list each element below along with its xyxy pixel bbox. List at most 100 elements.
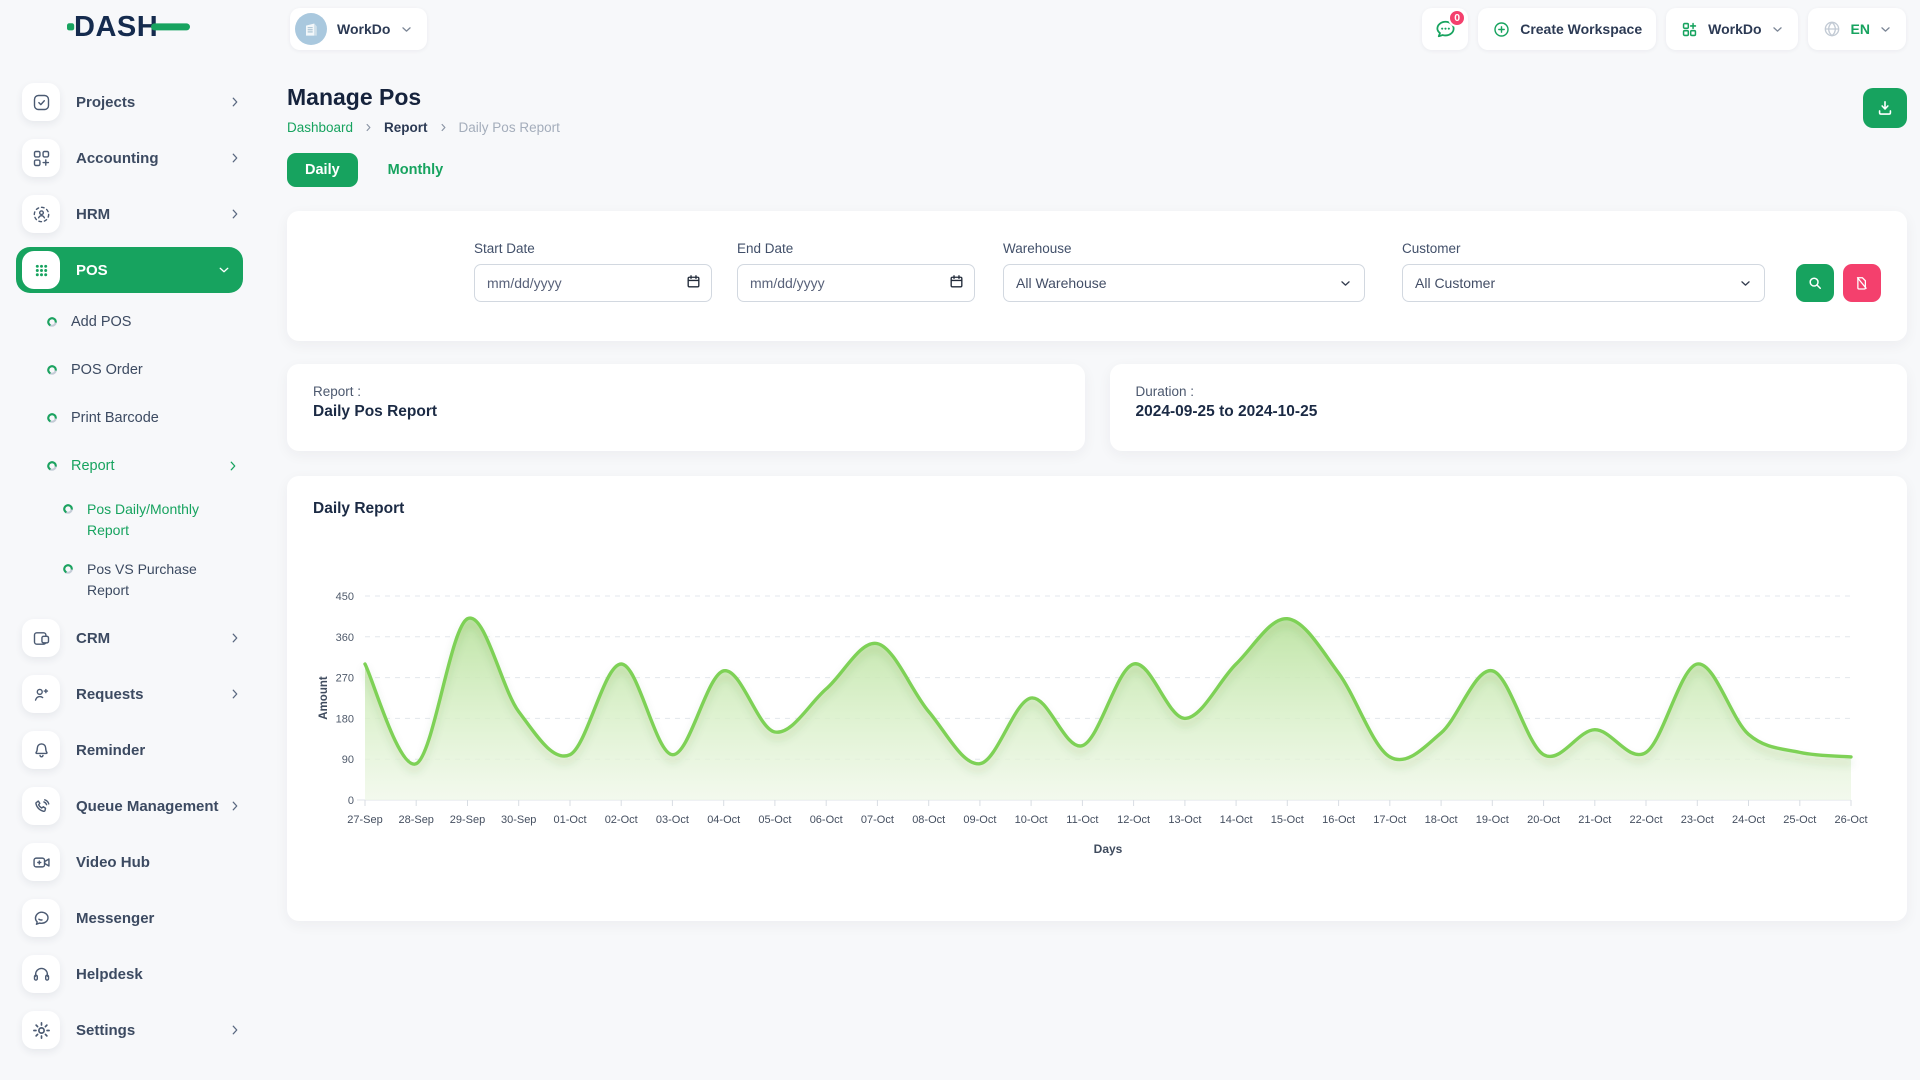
warehouse-field: Warehouse All Warehouse [1003,241,1365,341]
start-date-input[interactable] [474,264,712,302]
chevron-right-icon [228,95,242,109]
create-workspace-label: Create Workspace [1520,21,1642,37]
sidebar-subitem-pos-daily-monthly-report[interactable]: Pos Daily/Monthly Report [0,490,260,550]
person-plus-icon [22,675,60,713]
warehouse-select[interactable]: All Warehouse [1003,264,1365,302]
chevron-right-icon [228,799,242,813]
chat-bubble-icon [22,899,60,937]
sidebar-item-queue-management[interactable]: Queue Management [0,778,260,834]
sidebar-subitem-add-pos[interactable]: Add POS [0,298,260,346]
svg-text:22-Oct: 22-Oct [1629,814,1662,826]
daily-report-chart: 090180270360450 27-Sep28-Sep29-Sep30-Sep… [313,538,1881,891]
svg-text:27-Sep: 27-Sep [347,814,382,826]
warehouse-value: All Warehouse [1016,275,1107,291]
chevron-right-icon [228,631,242,645]
sidebar-subitem-pos-vs-purchase-report[interactable]: Pos VS Purchase Report [0,550,260,610]
sidebar-item-settings[interactable]: Settings [0,1002,260,1058]
workspace-avatar [295,13,327,45]
svg-text:26-Oct: 26-Oct [1834,814,1867,826]
svg-text:01-Oct: 01-Oct [553,814,586,826]
grid-plus-icon [1680,20,1699,39]
headset-icon [22,955,60,993]
sidebar-item-hrm[interactable]: HRM [0,186,260,242]
sidebar-item-crm[interactable]: CRM [0,610,260,666]
sidebar-item-label: Reminder [76,742,145,759]
modules-icon [22,139,60,177]
breadcrumb-dashboard[interactable]: Dashboard [287,120,353,135]
duration-summary-card: Duration : 2024-09-25 to 2024-10-25 [1110,364,1908,451]
svg-text:07-Oct: 07-Oct [861,814,894,826]
workdo-menu-label: WorkDo [1708,21,1761,37]
sidebar-item-video-hub[interactable]: Video Hub [0,834,260,890]
tab-monthly[interactable]: Monthly [370,153,462,187]
sidebar-item-label: Projects [76,94,135,111]
chevron-down-icon [1739,277,1752,290]
end-date-input[interactable] [737,264,975,302]
chevron-down-icon [400,23,413,36]
language-selector[interactable]: EN [1808,8,1906,50]
checkbox-icon [22,83,60,121]
sidebar-item-helpdesk[interactable]: Helpdesk [0,946,260,1002]
filter-actions [1796,264,1881,341]
y-axis-title: Amount [318,676,330,720]
sidebar-item-accounting[interactable]: Accounting [0,130,260,186]
gear-icon [22,1011,60,1049]
reset-button[interactable] [1843,264,1881,302]
dot-icon [62,563,74,575]
sidebar-item-label: Requests [76,686,144,703]
sidebar-item-label: POS [76,262,108,279]
sidebar-subitem-pos-order[interactable]: POS Order [0,346,260,394]
customer-select[interactable]: All Customer [1402,264,1765,302]
svg-text:29-Sep: 29-Sep [450,814,485,826]
svg-text:30-Sep: 30-Sep [501,814,536,826]
chevron-right-icon [228,687,242,701]
workspace-switcher[interactable]: WorkDo [290,8,427,50]
sidebar-item-pos[interactable]: POS [16,247,243,293]
breadcrumb-report[interactable]: Report [384,120,428,135]
svg-text:17-Oct: 17-Oct [1373,814,1406,826]
filter-spacer [313,241,474,341]
chevron-right-icon [363,122,374,133]
report-summary-label: Report : [313,384,1059,399]
svg-text:0: 0 [348,795,354,807]
svg-text:04-Oct: 04-Oct [707,814,740,826]
sidebar-item-label: Settings [76,1022,135,1039]
messages-button[interactable]: 0 [1422,8,1468,50]
sidebar-item-requests[interactable]: Requests [0,666,260,722]
svg-text:12-Oct: 12-Oct [1117,814,1150,826]
top-header: DASH WorkDo 0 [0,0,1920,58]
sidebar-item-reminder[interactable]: Reminder [0,722,260,778]
create-workspace-button[interactable]: Create Workspace [1478,8,1656,50]
end-date-label: End Date [737,241,975,256]
svg-text:06-Oct: 06-Oct [810,814,843,826]
search-button[interactable] [1796,264,1834,302]
sidebar-subitem-report[interactable]: Report [0,442,260,490]
chevron-down-icon [1771,23,1784,36]
download-button[interactable] [1863,88,1907,128]
sidebar-item-projects[interactable]: Projects [0,74,260,130]
customer-value: All Customer [1415,275,1495,291]
sidebar-item-label: Video Hub [76,854,150,871]
svg-text:02-Oct: 02-Oct [605,814,638,826]
customer-label: Customer [1402,241,1765,256]
report-summary-card: Report : Daily Pos Report [287,364,1085,451]
svg-text:21-Oct: 21-Oct [1578,814,1611,826]
dash-logo: DASH [66,9,194,50]
tab-daily[interactable]: Daily [287,153,358,187]
sidebar-subitem-print-barcode[interactable]: Print Barcode [0,394,260,442]
svg-text:25-Oct: 25-Oct [1783,814,1816,826]
messages-badge: 0 [1448,9,1466,27]
report-summary-value: Daily Pos Report [313,403,1059,421]
sidebar-item-label: CRM [76,630,110,647]
x-axis-title: Days [1094,842,1123,856]
page-header: Manage Pos Dashboard Report Daily Pos Re… [287,84,1907,135]
sidebar-item-messenger[interactable]: Messenger [0,890,260,946]
pos-grid-icon [22,251,60,289]
dot-icon [46,364,58,376]
sidebar-item-label: Accounting [76,150,159,167]
svg-text:20-Oct: 20-Oct [1527,814,1560,826]
svg-text:450: 450 [336,591,354,603]
report-period-tabs: Daily Monthly [287,153,1907,187]
workdo-menu-button[interactable]: WorkDo [1666,8,1797,50]
bell-icon [22,731,60,769]
